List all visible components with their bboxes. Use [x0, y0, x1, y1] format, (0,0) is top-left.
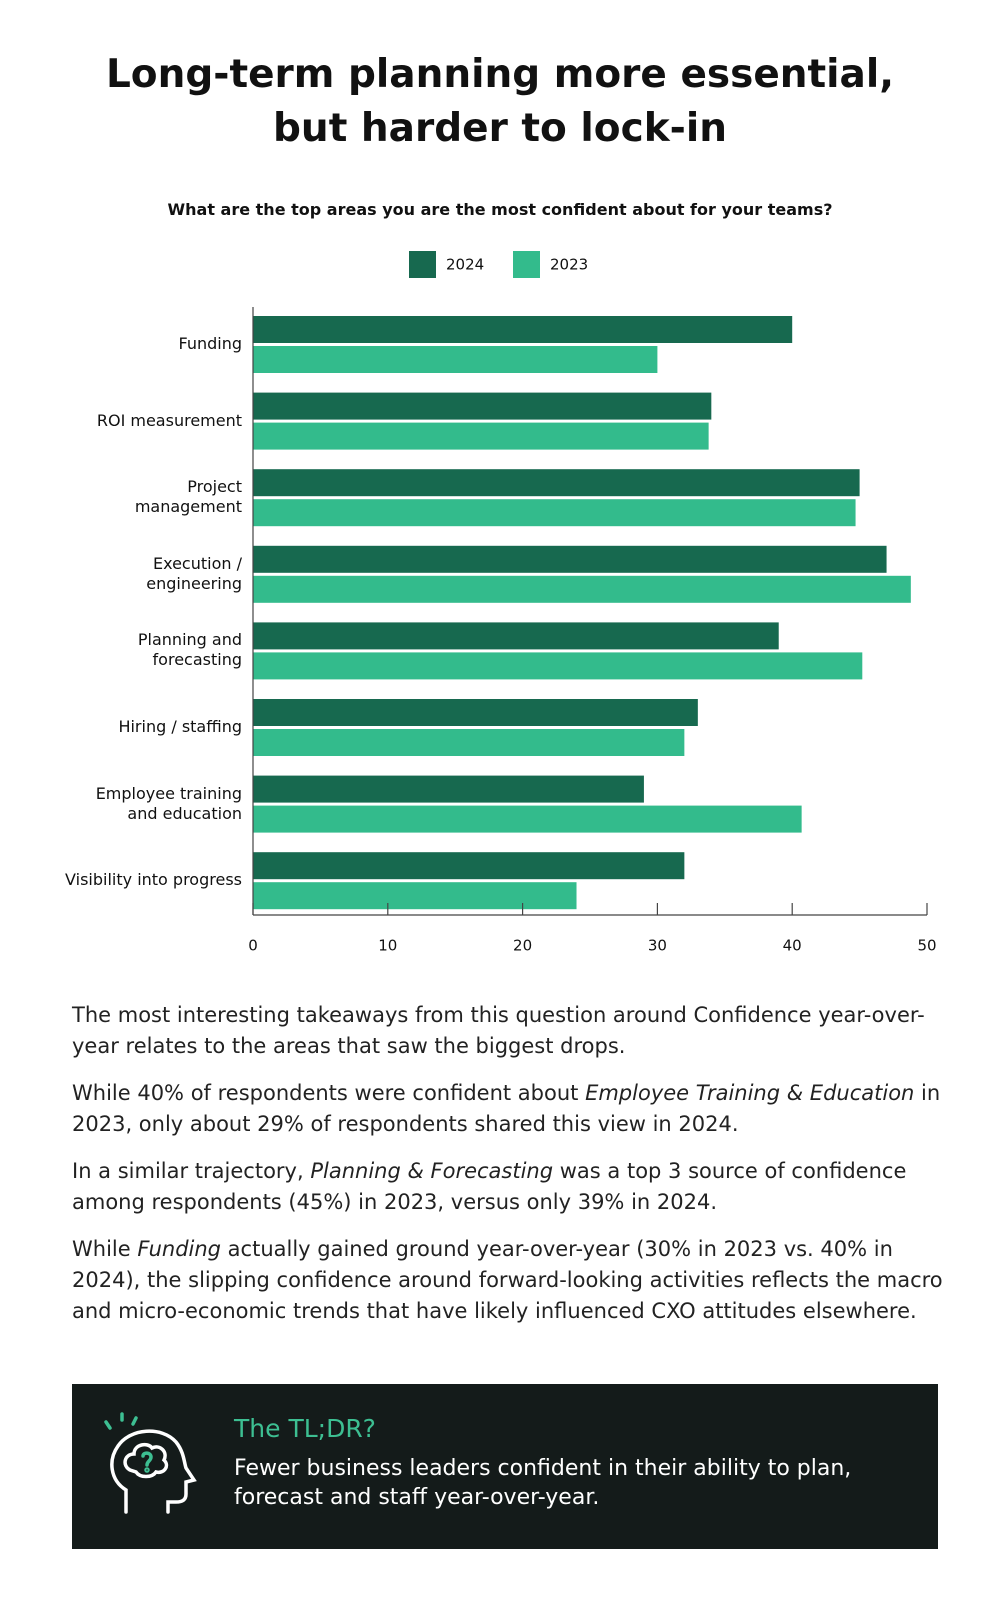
- y-tick-label: Employee training and education: [95, 783, 242, 823]
- text-run: In a similar trajectory,: [72, 1159, 311, 1183]
- chart: 2024 2023 0 10 20 30 40 50: [248, 251, 937, 955]
- text-run: was a top 3 source of confidence among r…: [72, 1159, 907, 1214]
- y-tick-label: Planning and forecasting: [137, 630, 242, 670]
- bar: [253, 392, 712, 420]
- text-run: Planning & Forecasting: [310, 1159, 554, 1183]
- callout-text: Fewer business leaders confident in thei…: [234, 1456, 852, 1510]
- text-run: While 40% of respondents were confident …: [72, 1081, 586, 1105]
- bar: [253, 729, 685, 756]
- legend-label: 2024: [446, 256, 484, 274]
- bar: [253, 346, 658, 373]
- legend-label: 2023: [550, 256, 588, 274]
- callout: The TL;DR? Fewer business leaders confid…: [72, 1384, 938, 1549]
- x-tick-label: 40: [783, 937, 802, 955]
- bar: [253, 805, 802, 833]
- y-tick-label: Funding: [178, 334, 242, 353]
- body-text: The most interesting takeaways from this…: [72, 1000, 952, 1343]
- bar: [253, 852, 685, 880]
- x-tick-label: 0: [248, 937, 258, 955]
- y-tick-label: Hiring / staffing: [118, 717, 242, 736]
- text-run: The most interesting takeaways from this…: [72, 1003, 925, 1058]
- x-tick-label: 20: [513, 937, 532, 955]
- bar: [253, 422, 709, 450]
- bar: [253, 622, 779, 650]
- legend-swatch: [513, 251, 540, 278]
- y-tick-label: ROI measurement: [96, 410, 242, 430]
- text-run: in 2023, only about 29% of respondents s…: [72, 1081, 941, 1136]
- y-tick-label: Project management: [134, 477, 242, 517]
- paragraph: While 40% of respondents were confident …: [72, 1078, 952, 1140]
- paragraph: While Funding actually gained ground yea…: [72, 1234, 952, 1327]
- x-tick-label: 30: [648, 937, 667, 955]
- text-run: Funding: [137, 1237, 221, 1261]
- chart-subtitle: What are the top areas you are the most …: [167, 200, 833, 219]
- bar: [253, 575, 911, 603]
- paragraph: In a similar trajectory, Planning & Fore…: [72, 1156, 952, 1218]
- text-run: actually gained ground year-over-year (3…: [72, 1237, 943, 1323]
- bar: [253, 469, 860, 497]
- bar: [253, 882, 577, 910]
- chart-title: Long-term planning more essential, but h…: [105, 52, 895, 151]
- bar: [253, 775, 644, 803]
- y-tick-label: Visibility into progress: [65, 870, 242, 890]
- y-tick-label: Execution / engineering: [146, 553, 242, 593]
- x-tick-label: 10: [378, 937, 397, 955]
- callout-title: The TL;DR?: [234, 1414, 376, 1443]
- bar: [253, 545, 887, 573]
- x-tick-label: 50: [917, 937, 936, 955]
- bar: [253, 699, 698, 726]
- bar: [253, 316, 793, 343]
- paragraph: The most interesting takeaways from this…: [72, 1000, 952, 1062]
- text-run: While: [72, 1237, 138, 1261]
- bar: [253, 499, 856, 527]
- legend-swatch: [409, 251, 436, 278]
- text-run: Employee Training & Education: [585, 1081, 915, 1105]
- bar: [253, 652, 863, 680]
- icon-head: [104, 1412, 197, 1514]
